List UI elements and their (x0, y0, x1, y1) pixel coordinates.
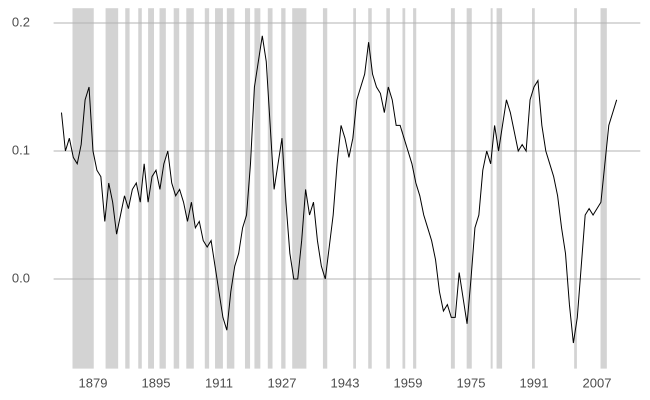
shaded-period (532, 8, 535, 369)
shaded-period (173, 8, 180, 369)
shaded-period (159, 8, 166, 369)
shaded-period (413, 8, 417, 369)
shaded-period (386, 8, 390, 369)
shaded-period (450, 8, 455, 369)
shaded-period (600, 8, 607, 369)
shaded-period (574, 8, 577, 369)
x-tick-label: 1927 (268, 375, 297, 390)
shaded-period (368, 8, 372, 369)
shaded-period (490, 8, 493, 369)
shaded-period (496, 8, 503, 369)
shaded-period (215, 8, 223, 369)
shaded-period (204, 8, 210, 369)
shaded-period (466, 8, 472, 369)
data-line (60, 35, 618, 344)
y-tick-label: 0.2 (12, 14, 30, 29)
shaded-period (322, 8, 328, 369)
shaded-period (148, 8, 155, 369)
shaded-period (72, 8, 94, 369)
shaded-period (281, 8, 286, 369)
shaded-period (353, 8, 357, 369)
shaded-period (254, 8, 261, 369)
x-tick-label: 1975 (457, 375, 486, 390)
shaded-period (125, 8, 130, 369)
shaded-period (267, 8, 273, 369)
x-tick-label: 1911 (205, 375, 233, 390)
y-tick-label: 0.0 (12, 270, 30, 285)
y-tick-label: 0.1 (12, 142, 30, 157)
x-tick-label: 1879 (79, 375, 108, 390)
shaded-period (244, 8, 251, 369)
x-tick-label: 1895 (142, 375, 171, 390)
x-tick-label: 1943 (331, 375, 360, 390)
x-tick-label: 1991 (520, 375, 549, 390)
x-tick-label: 2007 (583, 375, 612, 390)
shaded-period (226, 8, 235, 369)
x-tick-label: 1959 (394, 375, 423, 390)
shaded-period (292, 8, 307, 369)
shaded-period (186, 8, 194, 369)
shaded-period (105, 8, 119, 369)
shaded-period (402, 8, 406, 369)
shaded-period (138, 8, 142, 369)
